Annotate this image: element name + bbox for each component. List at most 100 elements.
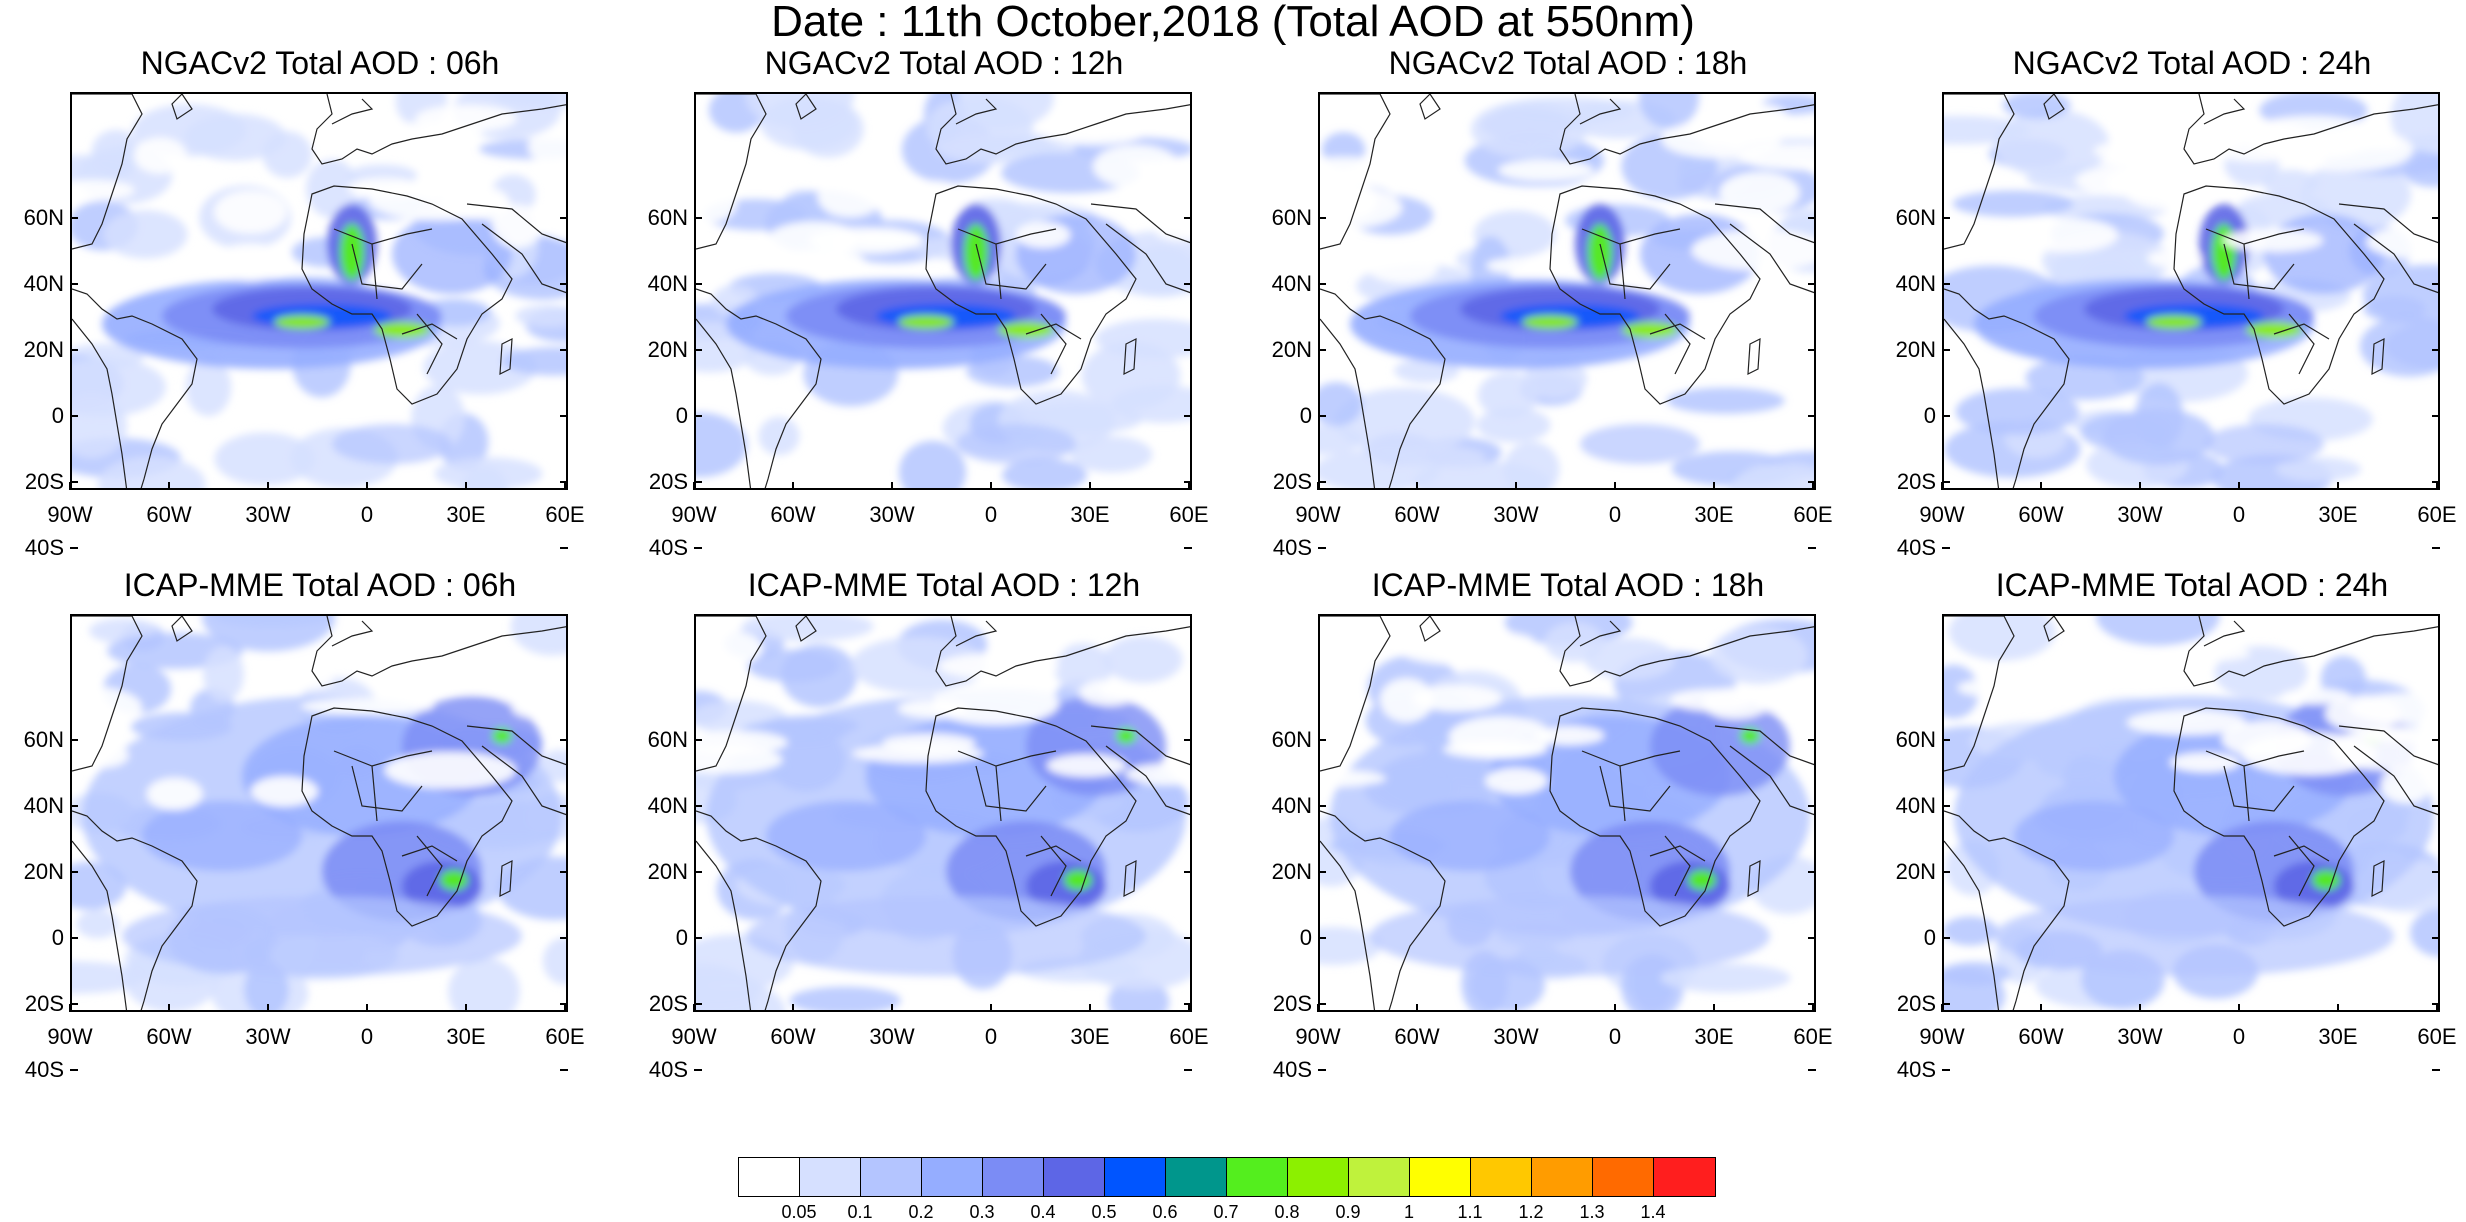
colorbar-swatch (800, 1158, 861, 1196)
lat-tick (2432, 547, 2440, 549)
lat-tick-label: 40S (1272, 1057, 1312, 1082)
lat-tick (560, 1069, 568, 1071)
colorbar-swatch (1288, 1158, 1349, 1196)
panel-title: NGACv2 Total AOD : 12h (764, 45, 1124, 81)
lat-tick (70, 217, 78, 219)
colorbar-swatch (1044, 1158, 1105, 1196)
lon-tick (1089, 482, 1091, 490)
lat-tick-label: 40S (1896, 1057, 1936, 1082)
lat-tick (694, 217, 702, 219)
lat-tick-label: 0 (675, 925, 688, 950)
lat-tick (1808, 547, 1816, 549)
lat-tick (1318, 871, 1326, 873)
lon-tick (2040, 482, 2042, 490)
lat-tick-label: 20S (1896, 991, 1936, 1016)
aod-map (1942, 614, 2440, 1012)
map-panel: ICAP-MME Total AOD : 24h 60N 40N 20N 0 20S 40S… (1882, 568, 2457, 1100)
lon-tick (990, 482, 992, 490)
lat-tick (694, 805, 702, 807)
lat-tick-label: 0 (1923, 925, 1936, 950)
colorbar-label: 0.2 (908, 1202, 934, 1222)
lon-tick-label: 30W (2117, 1024, 2163, 1049)
colorbar-swatch (1227, 1158, 1288, 1196)
lon-tick (990, 1004, 992, 1012)
lat-tick (1318, 547, 1326, 549)
colorbar-swatch (1532, 1158, 1593, 1196)
lat-tick-label: 20N (23, 859, 64, 884)
lat-tick-label: 40N (23, 271, 64, 296)
colorbar-label: 0.05 (781, 1202, 817, 1222)
lat-tick-label: 20S (648, 469, 688, 494)
lat-tick (694, 1069, 702, 1071)
lat-tick (1942, 415, 1950, 417)
lat-tick (1318, 283, 1326, 285)
lon-tick (2337, 482, 2339, 490)
lat-tick-label: 40S (1272, 535, 1312, 560)
lon-tick (693, 482, 695, 490)
panel-title: NGACv2 Total AOD : 18h (1388, 45, 1748, 81)
lon-tick (1515, 482, 1517, 490)
lat-tick (1318, 415, 1326, 417)
lat-tick (1184, 805, 1192, 807)
lat-tick-label: 60N (647, 727, 688, 752)
coastlines (72, 616, 566, 1010)
coastlines (1320, 94, 1814, 488)
colorbar-swatch (1410, 1158, 1471, 1196)
lat-tick (1942, 481, 1950, 483)
aod-map (1942, 92, 2440, 490)
lon-tick-label: 60E (2417, 502, 2457, 527)
lat-tick (1942, 283, 1950, 285)
panel-title: ICAP-MME Total AOD : 06h (123, 567, 517, 603)
lon-tick-label: 60E (545, 502, 585, 527)
lat-tick-label: 0 (1299, 925, 1312, 950)
lat-tick (1184, 349, 1192, 351)
lon-tick-label: 90W (1919, 1024, 1965, 1049)
lat-tick (694, 481, 702, 483)
colorbar-swatch (739, 1158, 800, 1196)
lat-tick-label: 20N (23, 337, 64, 362)
lon-tick (2238, 482, 2240, 490)
panel-title: NGACv2 Total AOD : 06h (140, 45, 500, 81)
colorbar-label: 0.1 (847, 1202, 873, 1222)
lat-tick-label: 0 (51, 403, 64, 428)
lat-tick-label: 20N (647, 859, 688, 884)
colorbar-label: 0.5 (1091, 1202, 1117, 1222)
lat-tick (70, 1069, 78, 1071)
lat-tick-label: 0 (675, 403, 688, 428)
lat-tick-label: 20N (1271, 859, 1312, 884)
lat-tick-label: 40S (648, 535, 688, 560)
lon-tick (2436, 482, 2438, 490)
lat-tick-label: 60N (23, 205, 64, 230)
lon-tick (792, 482, 794, 490)
lat-tick-label: 20N (647, 337, 688, 362)
lat-tick (1184, 547, 1192, 549)
lat-tick (694, 547, 702, 549)
colorbar-swatch (861, 1158, 922, 1196)
lon-tick-label: 60W (146, 502, 192, 527)
lat-tick (560, 937, 568, 939)
lon-tick-label: 60W (1394, 1024, 1440, 1049)
lon-tick (2040, 1004, 2042, 1012)
lon-tick (465, 1004, 467, 1012)
lat-tick-label: 0 (1923, 403, 1936, 428)
lat-tick-label: 60N (1895, 727, 1936, 752)
lon-tick-label: 30E (446, 502, 486, 527)
lon-tick (69, 1004, 71, 1012)
lat-tick (1942, 349, 1950, 351)
lat-tick-label: 20S (1272, 991, 1312, 1016)
aod-map (694, 614, 1192, 1012)
lat-tick (1318, 349, 1326, 351)
lon-tick-label: 60E (1169, 1024, 1209, 1049)
lat-tick-label: 60N (1271, 205, 1312, 230)
page-title: Date : 11th October,2018 (Total AOD at 5… (771, 0, 1695, 46)
lon-tick (891, 1004, 893, 1012)
lon-tick (1614, 1004, 1616, 1012)
colorbar-swatch (1654, 1158, 1715, 1196)
coastlines (1944, 94, 2438, 488)
colorbar-label: 1.2 (1518, 1202, 1544, 1222)
lon-tick-label: 30E (2318, 1024, 2358, 1049)
lat-tick (70, 739, 78, 741)
colorbar-label: 0.8 (1274, 1202, 1300, 1222)
lon-tick-label: 30E (446, 1024, 486, 1049)
lon-tick-label: 30W (869, 502, 915, 527)
